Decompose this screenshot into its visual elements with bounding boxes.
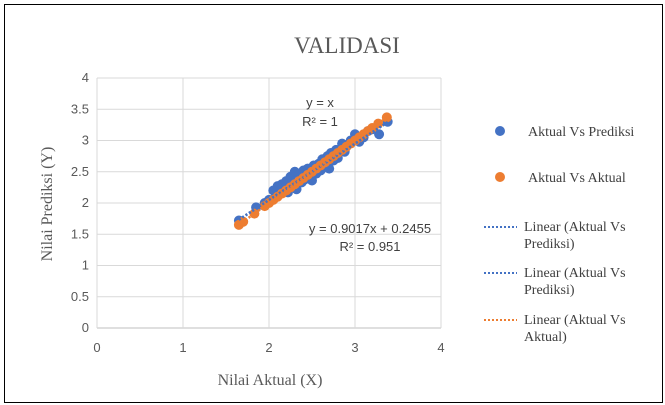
- legend-label-linear-2b: Prediksi): [524, 283, 575, 298]
- chart-title: VALIDASI: [294, 33, 400, 58]
- x-axis-ticks: 0 1 2 3 4: [93, 340, 444, 355]
- x-tick-label: 3: [351, 340, 358, 355]
- legend-label-linear-3a: Linear (Aktual Vs: [524, 313, 626, 328]
- y-axis-title: Nilai Prediksi (Y): [39, 147, 56, 262]
- y-tick-label: 1.5: [71, 226, 89, 241]
- legend-label-linear-2a: Linear (Aktual Vs: [524, 266, 626, 281]
- x-tick-label: 0: [93, 340, 100, 355]
- trendline-3: [238, 115, 389, 226]
- x-axis-title: Nilai Aktual (X): [218, 372, 323, 389]
- legend-label-linear-3b: Aktual): [524, 330, 567, 345]
- gridlines: [96, 77, 442, 329]
- y-tick-label: 3.5: [71, 101, 89, 116]
- y-tick-label: 0.5: [71, 289, 89, 304]
- legend-marker-aktual-vs-prediksi: [495, 126, 505, 136]
- trendlines: [238, 115, 389, 226]
- y-tick-label: 3: [82, 133, 89, 148]
- annotation-eq-1: y = x: [306, 95, 334, 110]
- data-point: [374, 129, 385, 140]
- legend-label-aktual-vs-prediksi: Aktual Vs Prediksi: [528, 125, 634, 140]
- legend: Aktual Vs Prediksi Aktual Vs Aktual Line…: [484, 125, 634, 345]
- legend-label-linear-1b: Prediksi): [524, 237, 575, 252]
- x-tick-label: 4: [437, 340, 444, 355]
- annotation-r2-2: R² = 0.951: [339, 239, 400, 254]
- y-axis-ticks: 0 0.5 1 1.5 2 2.5 3 3.5 4: [71, 70, 89, 335]
- annotation-r2-1: R² = 1: [302, 114, 338, 129]
- y-tick-label: 2: [82, 195, 89, 210]
- y-tick-label: 2.5: [71, 164, 89, 179]
- legend-label-linear-1a: Linear (Aktual Vs: [524, 220, 626, 235]
- x-tick-label: 2: [265, 340, 272, 355]
- y-tick-label: 0: [82, 320, 89, 335]
- x-tick-label: 1: [179, 340, 186, 355]
- data-point: [249, 208, 260, 219]
- y-tick-label: 1: [82, 258, 89, 273]
- data-point: [381, 112, 392, 123]
- legend-label-aktual-vs-aktual: Aktual Vs Aktual: [528, 171, 626, 186]
- y-tick-label: 4: [82, 70, 89, 85]
- legend-marker-aktual-vs-aktual: [495, 172, 505, 182]
- trendline-2: [238, 121, 389, 221]
- annotation-eq-2: y = 0.9017x + 0.2455: [309, 221, 431, 236]
